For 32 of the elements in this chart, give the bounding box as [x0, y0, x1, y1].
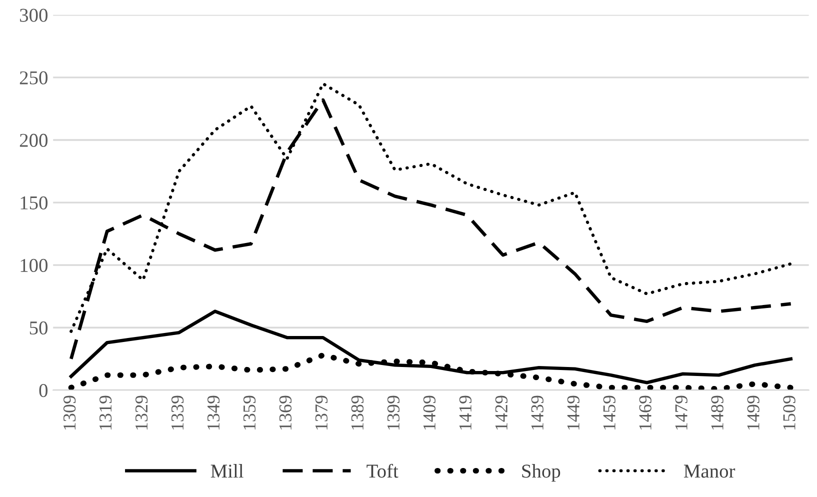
x-tick-label: 1379: [315, 396, 328, 430]
y-tick-label: 100: [20, 258, 48, 272]
x-tick-label: 1479: [675, 396, 688, 430]
legend-label: Toft: [366, 464, 398, 478]
x-tick-label: 1339: [171, 396, 184, 430]
legend-label: Mill: [210, 464, 244, 478]
y-tick-label: 50: [30, 321, 48, 335]
x-tick-label: 1369: [279, 396, 292, 430]
x-tick-label: 1509: [783, 396, 796, 430]
x-tick-label: 1319: [99, 396, 112, 430]
y-tick-label: 300: [20, 8, 48, 22]
legend-label: Manor: [684, 464, 736, 478]
x-tick-label: 1469: [639, 396, 652, 430]
legend-label: Shop: [522, 464, 560, 482]
x-tick-label: 1389: [351, 396, 364, 430]
x-tick-label: 1419: [459, 396, 472, 430]
y-tick-label: 150: [20, 196, 48, 210]
x-tick-label: 1459: [603, 396, 616, 430]
x-tick-label: 1489: [711, 396, 724, 430]
x-tick-label: 1349: [207, 396, 220, 430]
y-tick-label: 200: [20, 134, 48, 147]
x-tick-label: 1429: [495, 396, 508, 430]
x-tick-label: 1329: [135, 396, 148, 430]
x-tick-label: 1409: [423, 396, 436, 430]
x-tick-label: 1399: [387, 396, 400, 430]
y-tick-label: 250: [20, 71, 48, 84]
x-tick-label: 1449: [567, 396, 580, 430]
x-tick-label: 1499: [747, 396, 760, 430]
x-tick-label: 1439: [531, 396, 544, 430]
y-tick-label: 0: [39, 384, 48, 398]
x-tick-label: 1359: [243, 396, 256, 430]
x-tick-label: 1309: [63, 396, 76, 430]
